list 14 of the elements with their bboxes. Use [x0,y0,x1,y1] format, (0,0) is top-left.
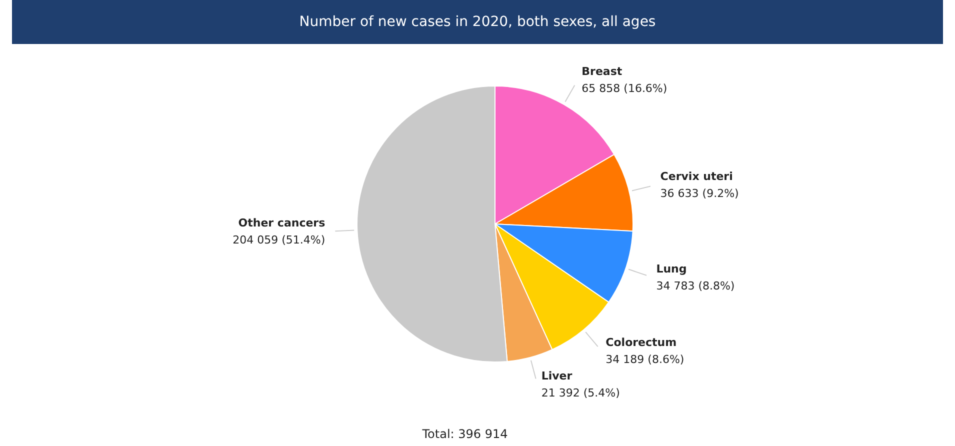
data-label: 204 059 (51.4%) [232,233,326,246]
slice-label: Other cancers [238,216,326,230]
data-label: 21 392 (5.4%) [541,386,620,400]
chart-title: Number of new cases in 2020, both sexes, all ages [299,14,656,30]
data-label: 36 633 (9.2%) [660,186,739,200]
text: Total: 396 914 [421,427,508,441]
data-label: 34 783 (8.8%) [656,279,735,292]
slice-label: Lung [656,262,687,276]
slice-label: Breast [582,65,622,78]
data-label: 34 189 (8.6%) [606,353,684,366]
slice-label: Cervix uteri [660,170,733,183]
slice-label: Colorectum [606,336,677,350]
data-label: 65 858 (16.6%) [582,82,668,96]
slice-label: Liver [541,370,573,383]
